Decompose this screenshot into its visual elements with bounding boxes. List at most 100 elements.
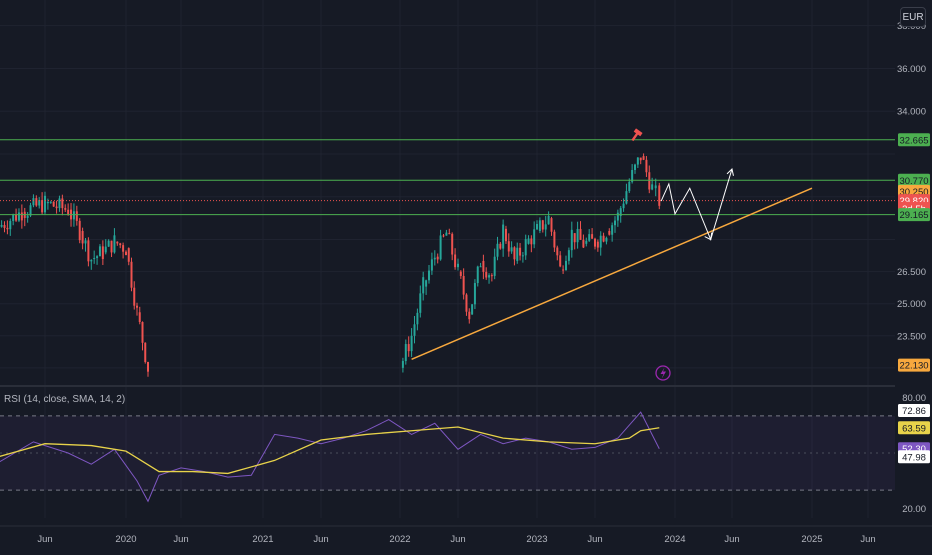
candle-body [52,201,55,207]
price-label-bg [898,358,930,372]
rsi-ma-line [0,426,660,475]
candle-body [6,227,9,230]
candle-body [72,211,75,220]
candle-body [499,243,502,249]
candle-body [573,233,576,243]
candle-body [570,229,573,251]
candle-body [147,362,149,372]
candle-body [87,240,90,262]
rsi-value-label: 72.86 [902,406,926,417]
candle-body [544,224,547,230]
projection-path [660,168,733,242]
candle-body [17,212,20,221]
candle-body [38,200,41,206]
x-tick-label: 2021 [252,534,273,545]
price-tick-label: 23.500 [897,331,926,342]
candle-body [596,241,599,248]
candle-body [588,234,591,241]
candle-body [58,198,61,209]
candle-body [49,201,52,203]
candle-body [133,287,136,306]
candle-body [471,304,474,315]
currency-button[interactable]: EUR [900,7,926,27]
candle-body [639,157,642,161]
price-label: 30.770 [899,176,928,187]
rsi-tick-label: 80.00 [902,393,926,404]
candle-body [513,247,516,260]
x-tick-label: 2024 [664,534,685,545]
candle-body [75,211,78,221]
candle-body [416,312,419,325]
candle-body [496,243,499,257]
candle-body [144,342,147,363]
price-label: 30.250 [899,187,928,198]
candle-body [507,241,510,252]
rsi-legend: RSI (14, close, SMA, 14, 2) [4,394,126,405]
candle-body [631,169,634,182]
candles [0,153,661,377]
price-label-bg [898,173,930,187]
candle-body [536,223,538,230]
candle-body [502,224,505,249]
candle-body [12,214,15,221]
candle-body [576,228,579,243]
price-tick-label: 25.000 [897,299,926,310]
lightning-circle [655,365,671,381]
candle-body [504,228,507,242]
candle-body [439,235,442,260]
candle-body [445,232,448,236]
candle-body [611,225,614,235]
candle-body [599,235,602,248]
candle-body [3,225,6,228]
price-tick-label: 26.500 [897,267,926,278]
candle-body [616,212,619,221]
candle-body [582,239,585,248]
lightning-bolt [660,367,666,379]
hammer-marker-icon [631,128,643,142]
price-label-bg [898,208,930,222]
rsi-line [0,411,660,503]
candle-body [619,208,622,217]
candle-body [407,344,410,352]
candle-body [401,361,404,368]
candle-body [20,212,23,221]
candle-body [490,275,493,277]
candle-body [422,277,425,294]
candle-body [485,271,488,278]
x-tick-label: 2025 [801,534,822,545]
candle-body [473,283,476,305]
candle-body [29,205,32,216]
candle-body [119,243,122,246]
candle-body [433,257,436,260]
projection-arrowhead [726,167,734,176]
candle-body [645,159,648,173]
candle-body [55,206,58,209]
candle-body [562,269,565,271]
candle-body [98,246,101,257]
rsi-value-label-bg [898,404,930,418]
x-tick-label: Jun [37,534,52,545]
candle-body [419,293,422,313]
candle-body [628,181,631,192]
candle-body [516,247,519,261]
trendline [411,187,813,361]
x-tick-label: Jun [313,534,328,545]
candle-body [15,214,18,221]
candle-body [468,311,471,320]
candle-body [81,231,84,244]
candle-body [78,220,81,241]
candle-body [138,312,141,323]
rsi-tick-label: 20.00 [902,504,926,515]
price-label: 29.165 [899,210,928,221]
candle-body [602,235,605,242]
price-tick-label: 34.000 [897,107,926,118]
lightning-icon [655,365,671,381]
candle-body [90,259,93,262]
x-tick-label: Jun [860,534,875,545]
candle-body [130,261,133,288]
candle-body [26,215,29,218]
x-tick-label: Jun [724,534,739,545]
candle-body [84,240,87,244]
